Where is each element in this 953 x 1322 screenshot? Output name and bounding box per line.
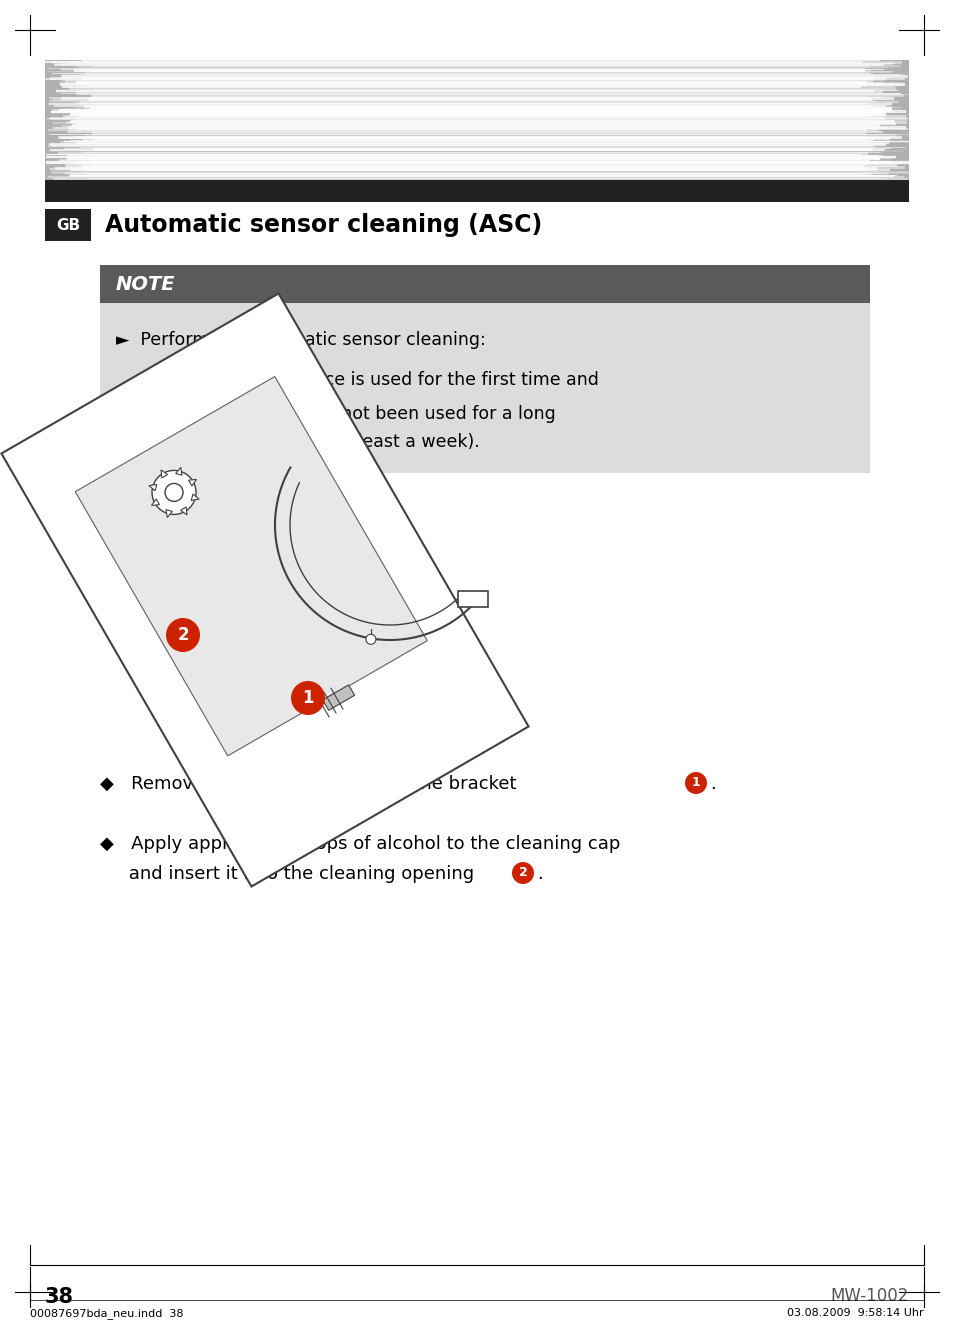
- Polygon shape: [175, 467, 182, 475]
- Circle shape: [291, 681, 325, 715]
- Text: 38: 38: [45, 1288, 74, 1307]
- Polygon shape: [189, 480, 196, 486]
- Text: Automatic sensor cleaning (ASC): Automatic sensor cleaning (ASC): [105, 213, 541, 237]
- Polygon shape: [457, 591, 488, 607]
- Text: 2: 2: [518, 866, 527, 879]
- Polygon shape: [166, 510, 172, 517]
- Text: 2: 2: [177, 627, 189, 644]
- Circle shape: [152, 471, 195, 514]
- Text: 1: 1: [302, 689, 314, 707]
- Polygon shape: [191, 494, 199, 501]
- Polygon shape: [180, 506, 187, 516]
- Text: MW-1002: MW-1002: [830, 1288, 908, 1305]
- Text: ◆   Apply approx. 3-4 drops of alcohol to the cleaning cap: ◆ Apply approx. 3-4 drops of alcohol to …: [100, 836, 619, 853]
- Text: period of time (at least a week).: period of time (at least a week).: [166, 434, 479, 451]
- Circle shape: [512, 862, 534, 884]
- Bar: [45, 59, 908, 180]
- Polygon shape: [161, 469, 168, 477]
- Text: ◆   Remove the cleaning cap from the bracket: ◆ Remove the cleaning cap from the brack…: [100, 775, 516, 793]
- Bar: [45, 209, 91, 241]
- Text: 1: 1: [691, 776, 700, 789]
- Text: and insert it into the cleaning opening: and insert it into the cleaning opening: [100, 865, 474, 883]
- Polygon shape: [2, 293, 528, 887]
- Circle shape: [165, 484, 183, 501]
- Text: –   before the device is used for the first time and: – before the device is used for the firs…: [166, 371, 598, 389]
- Text: 03.08.2009  9:58:14 Uhr: 03.08.2009 9:58:14 Uhr: [786, 1307, 923, 1318]
- Text: GB: GB: [56, 218, 80, 233]
- Circle shape: [684, 772, 706, 795]
- Text: ►  Perform the automatic sensor cleaning:: ► Perform the automatic sensor cleaning:: [116, 330, 485, 349]
- Polygon shape: [149, 484, 156, 490]
- Bar: [45, 180, 908, 202]
- Polygon shape: [322, 685, 355, 710]
- Text: NOTE: NOTE: [116, 275, 175, 293]
- Circle shape: [366, 635, 375, 644]
- Text: –   if the device has not been used for a long: – if the device has not been used for a …: [166, 405, 556, 423]
- Circle shape: [166, 617, 200, 652]
- Bar: [100, 264, 869, 303]
- Bar: [100, 303, 869, 473]
- Text: .: .: [537, 865, 542, 883]
- Polygon shape: [75, 377, 427, 756]
- Text: 00087697bda_neu.indd  38: 00087697bda_neu.indd 38: [30, 1307, 183, 1319]
- Text: .: .: [709, 775, 715, 793]
- Polygon shape: [152, 498, 159, 505]
